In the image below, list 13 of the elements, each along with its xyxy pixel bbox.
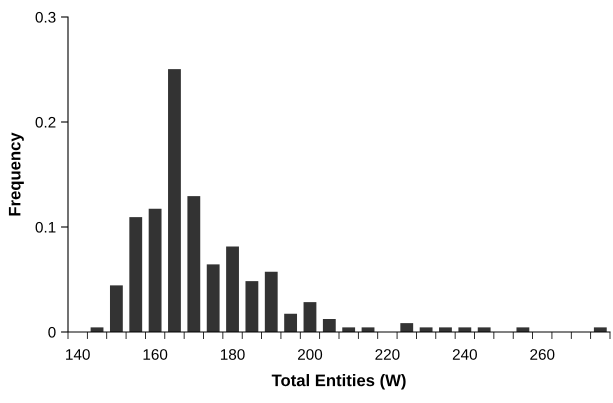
y-tick-label: 0 (48, 326, 56, 338)
y-tick-label: 0.2 (36, 116, 56, 128)
x-tick-label: 160 (144, 349, 168, 360)
x-tick-label: 200 (298, 349, 322, 360)
x-tick-label: 140 (66, 349, 90, 360)
x-tick-label: 240 (452, 349, 477, 360)
x-axis-title: Total Entities (W) (272, 374, 406, 390)
y-axis-title: Frequency (8, 132, 24, 216)
x-tick-label: 220 (375, 349, 400, 360)
y-tick-label: 0.1 (36, 222, 56, 233)
x-tick-label: 260 (530, 349, 554, 360)
x-tick-label: 180 (220, 349, 245, 360)
y-tick-label: 0.3 (36, 12, 56, 23)
